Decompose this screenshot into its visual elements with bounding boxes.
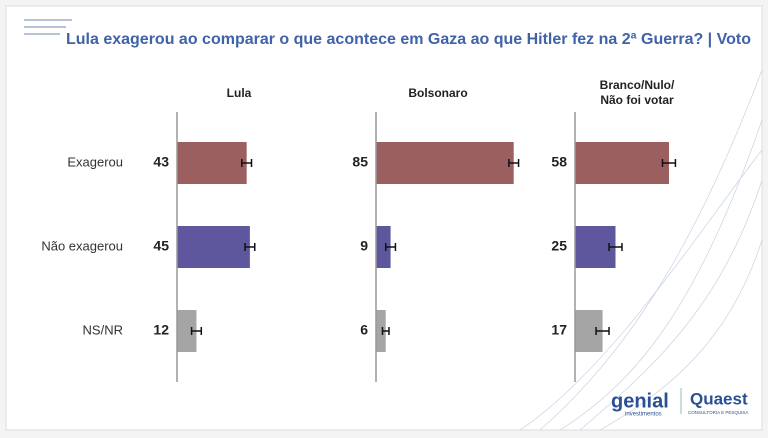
logo-quaest: Quaest [690,389,748,408]
panel-title: Branco/Nulo/ Não foi votar [599,78,675,107]
category-label: Não exagerou [41,238,123,253]
logo-genial-sub: investimentos [625,412,662,418]
value-label: 85 [352,154,368,170]
logo-quaest-sub: CONSULTORIA E PESQUISA [688,410,748,415]
value-label: 58 [551,154,567,170]
bar [376,310,386,352]
value-label: 25 [551,238,567,254]
panel-title: Bolsonaro [408,85,468,100]
panel-title: Lula [226,85,252,100]
bar [376,142,514,184]
value-label: 17 [551,322,567,338]
bar [376,226,391,268]
slide-bg [5,5,763,431]
bar [177,310,197,352]
bar [177,142,247,184]
category-label: Exagerou [67,154,123,169]
decor-logo [24,19,72,35]
bar [575,142,669,184]
decor-waves [519,69,763,431]
category-label: NS/NR [83,322,123,337]
value-label: 45 [153,238,169,254]
value-label: 12 [153,322,169,338]
chart-title: Lula exagerou ao comparar o que acontece… [66,31,751,48]
value-label: 43 [153,154,169,170]
logo-genial: genial [611,390,669,412]
value-label: 6 [360,322,368,338]
value-label: 9 [360,238,368,254]
bar [177,226,250,268]
